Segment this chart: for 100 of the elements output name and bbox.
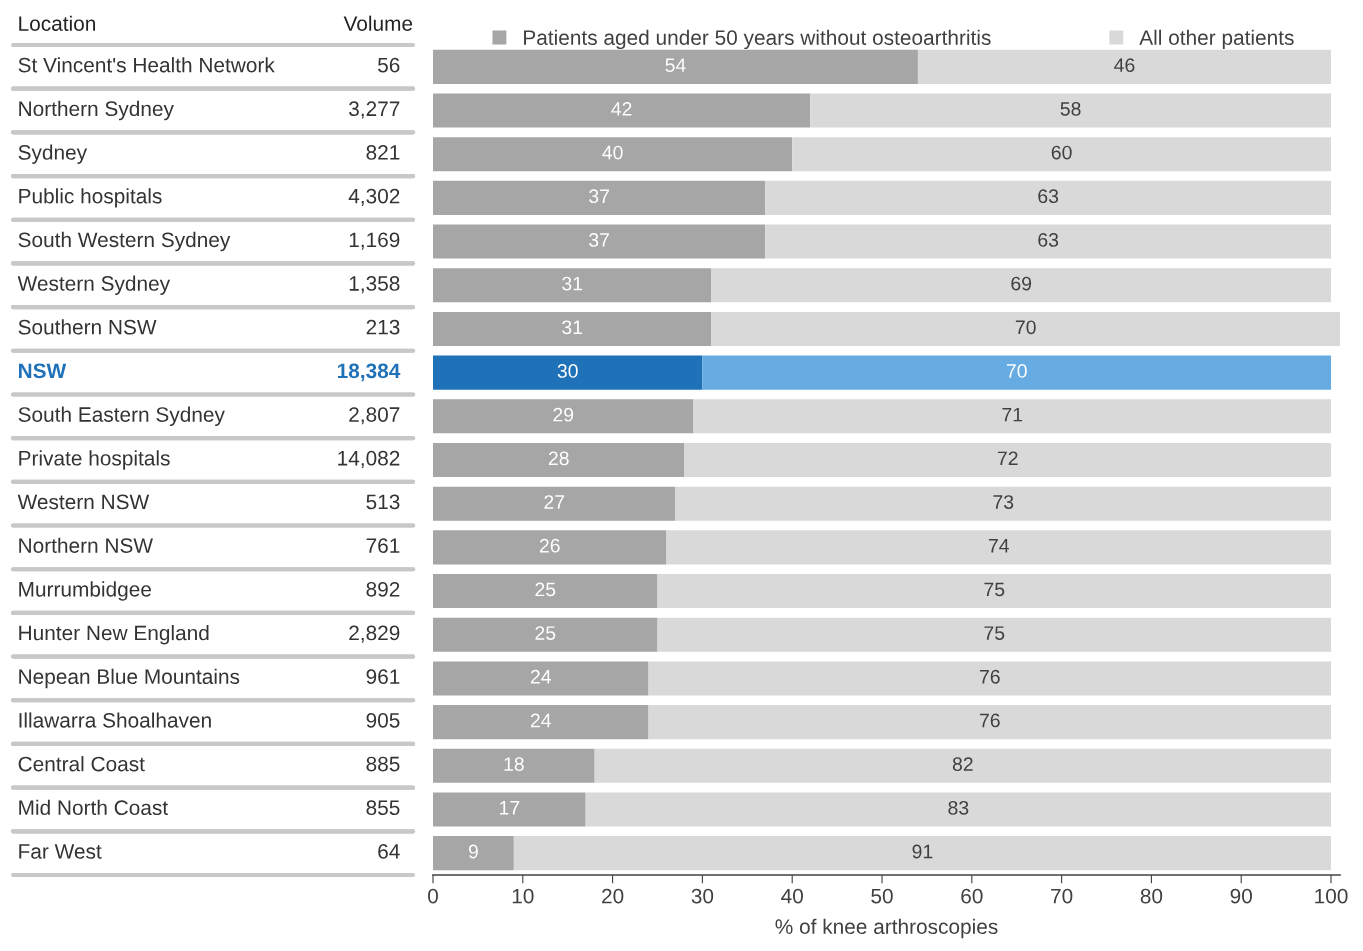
y2-tick-label: 513: [366, 494, 400, 510]
x-tick-label: 90: [1230, 888, 1252, 904]
bar: [594, 748, 1332, 783]
data-label: 73: [993, 495, 1014, 509]
data-label: 76: [979, 669, 1000, 684]
y-tick-label: South Western Sydney: [18, 231, 231, 252]
y-tick-label: South Eastern Sydney: [18, 406, 225, 427]
y-tick-label: Private hospitals: [19, 450, 170, 470]
bar: [765, 180, 1332, 215]
x-axis-title: % of knee arthroscopies: [775, 918, 998, 939]
y-axis-title: Location: [19, 15, 96, 31]
data-label: 24: [530, 669, 552, 684]
bar: [433, 355, 703, 390]
bar: [792, 137, 1332, 172]
data-label: 60: [1051, 145, 1072, 160]
y2-tick-label: 821: [366, 145, 400, 160]
bar: [433, 705, 649, 740]
data-label: 74: [988, 539, 1009, 553]
y-tick-label: Public hospitals: [19, 188, 162, 208]
bar: [702, 355, 1332, 390]
data-label: 72: [997, 451, 1018, 466]
x-tick-label: 30: [691, 888, 714, 904]
y-tick-label: NSW: [18, 363, 67, 379]
bar: [433, 93, 811, 128]
data-label: 30: [557, 364, 578, 378]
data-label: 31: [562, 276, 583, 291]
x-tick-label: 80: [1140, 888, 1163, 904]
y-tick-label: Northern Sydney: [19, 100, 174, 121]
y2-tick-label: 2,807: [349, 407, 400, 425]
bar: [433, 792, 586, 827]
y2-tick-label: 905: [366, 712, 400, 728]
bar: [433, 617, 658, 652]
y2-tick-label: 56: [378, 57, 400, 73]
x-tick-label: 0: [428, 888, 438, 904]
data-label: 58: [1060, 101, 1081, 116]
y2-axis-title: Volume: [343, 15, 413, 31]
y2-tick-label: 4,302: [348, 188, 400, 206]
y-tick-label: Western Sydney: [17, 275, 171, 295]
bar: [433, 748, 595, 783]
data-label: 37: [589, 233, 609, 247]
data-label: 31: [562, 320, 583, 335]
y2-tick-label: 64: [378, 844, 400, 859]
data-label: 25: [535, 626, 556, 640]
bar: [711, 311, 1340, 346]
bar: [765, 224, 1332, 259]
y2-tick-label: 855: [366, 800, 400, 816]
y2-tick-label: 1,169: [349, 232, 400, 250]
y-tick-label: Northern NSW: [19, 537, 153, 553]
data-label: 76: [979, 713, 1000, 728]
y-tick-label: Illawarra Shoalhaven: [19, 712, 211, 728]
bar: [711, 268, 1332, 303]
y-tick-label: St Vincent's Health Network: [18, 57, 275, 73]
bar: [433, 442, 685, 478]
bar: [810, 93, 1332, 128]
y-tick-label: Central Coast: [18, 756, 145, 772]
y-tick-label: Sydney: [18, 144, 88, 164]
bar: [433, 836, 514, 871]
y2-tick-label: 885: [366, 756, 400, 772]
y2-tick-label: 2,829: [349, 625, 400, 643]
x-tick-label: 100: [1315, 888, 1348, 904]
x-tick-label: 10: [512, 888, 534, 904]
y-tick-label: Nepean Blue Mountains: [19, 668, 240, 689]
data-label: 75: [984, 582, 1005, 597]
data-label: 28: [548, 451, 569, 466]
data-label: 54: [665, 58, 686, 73]
x-tick-label: 40: [781, 888, 803, 904]
data-label: 29: [553, 407, 574, 422]
data-label: 37: [589, 189, 609, 204]
data-label: 63: [1038, 189, 1059, 204]
bar: [433, 399, 694, 434]
data-label: 83: [948, 800, 969, 815]
bar: [648, 705, 1332, 740]
bar: [917, 49, 1332, 84]
bar: [585, 792, 1332, 827]
bar: [657, 617, 1332, 652]
data-label: 70: [1015, 320, 1036, 335]
bar: [433, 574, 658, 609]
data-label: 71: [1002, 407, 1023, 422]
data-label: 69: [1011, 276, 1032, 291]
y2-tick-label: 3,277: [349, 101, 400, 119]
y-tick-label: Western NSW: [17, 494, 150, 510]
data-label: 9: [468, 844, 478, 859]
data-label: 70: [1006, 364, 1027, 378]
data-label: 46: [1114, 58, 1135, 73]
bar: [666, 530, 1332, 565]
bar: [675, 486, 1332, 521]
y2-tick-label: 761: [366, 538, 400, 553]
y2-tick-label: 892: [366, 581, 400, 597]
data-label: 63: [1038, 233, 1059, 247]
y-tick-label: Hunter New England: [19, 625, 209, 645]
y2-tick-label: 961: [366, 669, 400, 685]
data-label: 18: [504, 757, 524, 772]
bar: [433, 137, 793, 172]
bar: [433, 180, 766, 215]
bar: [648, 661, 1332, 696]
x-tick-label: 70: [1051, 888, 1073, 904]
bar: [684, 442, 1332, 478]
x-tick-label: 20: [602, 888, 624, 904]
bar: [433, 661, 649, 696]
y2-tick-label: 1,358: [349, 276, 400, 294]
